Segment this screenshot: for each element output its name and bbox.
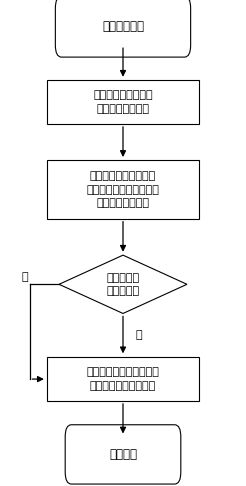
Polygon shape	[59, 255, 187, 313]
Text: 信号变化超
出设定阈值: 信号变化超 出设定阈值	[107, 273, 139, 296]
Text: 更改通道标志，下次采集
时从另一通道读取数值: 更改通道标志，下次采集 时从另一通道读取数值	[87, 367, 159, 391]
Bar	[47, 160, 199, 219]
Text: 退出中断: 退出中断	[109, 448, 137, 461]
Text: 保存数据，结合历史数
据，判断信号变化趋势，
预置空闲通道增益: 保存数据，结合历史数 据，判断信号变化趋势， 预置空闲通道增益	[87, 172, 159, 208]
Text: 根据通道标志，读取
一个通道的采样值: 根据通道标志，读取 一个通道的采样值	[93, 90, 153, 114]
FancyBboxPatch shape	[55, 0, 191, 57]
Text: 中断服务入口: 中断服务入口	[102, 20, 144, 33]
Text: 否: 否	[21, 272, 28, 282]
FancyBboxPatch shape	[65, 425, 181, 484]
Bar	[47, 357, 199, 401]
Text: 是: 是	[135, 330, 142, 340]
Bar	[47, 80, 199, 124]
